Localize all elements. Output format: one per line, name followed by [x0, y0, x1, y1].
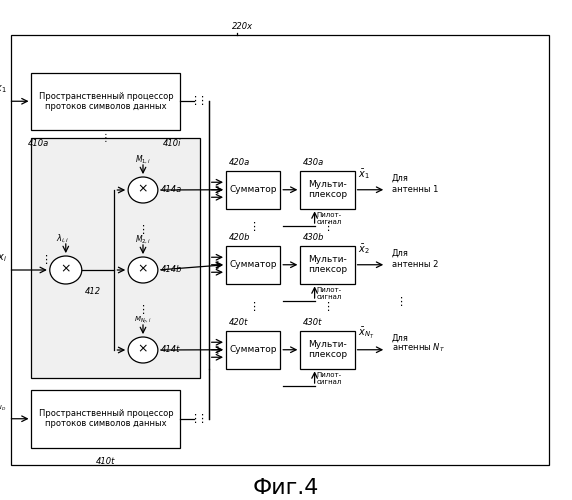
Text: 420a: 420a — [229, 158, 250, 167]
Text: Мульти-
плексор: Мульти- плексор — [308, 180, 347, 200]
Bar — [300, 246, 355, 284]
Text: 220x: 220x — [232, 22, 253, 31]
Text: ×: × — [138, 182, 148, 196]
Text: ⋮: ⋮ — [212, 345, 223, 355]
Text: ⋮: ⋮ — [189, 96, 200, 106]
Text: Мульти-
плексор: Мульти- плексор — [308, 340, 347, 359]
Bar — [11, 35, 549, 465]
Text: ⋮: ⋮ — [137, 305, 149, 315]
Bar — [31, 138, 200, 378]
Text: $M_{N_T,i}$: $M_{N_T,i}$ — [134, 315, 152, 326]
Text: ⋮: ⋮ — [322, 222, 333, 232]
Text: 420t: 420t — [229, 318, 248, 327]
Text: Мульти-
плексор: Мульти- плексор — [308, 255, 347, 274]
Text: $x_{N_D}$: $x_{N_D}$ — [0, 401, 7, 412]
Text: ⋮: ⋮ — [101, 132, 111, 142]
Text: ×: × — [138, 262, 148, 276]
Text: 430b: 430b — [303, 233, 325, 242]
Bar — [226, 171, 280, 208]
Text: Фиг.4: Фиг.4 — [253, 478, 319, 498]
Circle shape — [128, 177, 158, 203]
Circle shape — [128, 257, 158, 283]
Text: ⋮: ⋮ — [248, 302, 259, 312]
Text: ×: × — [138, 342, 148, 355]
Text: ⋮: ⋮ — [395, 297, 406, 307]
Text: Пилот-
сигнал: Пилот- сигнал — [316, 287, 341, 300]
Text: 412: 412 — [85, 286, 101, 296]
Text: Пространственный процессор
протоков символов данных: Пространственный процессор протоков симв… — [38, 409, 173, 428]
Text: ⋮: ⋮ — [196, 414, 208, 424]
Text: ⋮: ⋮ — [212, 185, 223, 195]
Text: 430t: 430t — [303, 318, 323, 327]
Text: Для: Для — [392, 248, 409, 257]
Bar — [300, 331, 355, 368]
Text: Сумматор: Сумматор — [229, 345, 277, 354]
Text: ⋮: ⋮ — [137, 225, 149, 235]
Text: ⋮: ⋮ — [189, 414, 200, 424]
Text: Для: Для — [392, 333, 409, 342]
Text: антенны $N_T$: антенны $N_T$ — [392, 341, 445, 354]
Text: ⋮: ⋮ — [248, 222, 259, 232]
Text: 414t: 414t — [161, 344, 180, 354]
Text: Пилот-
сигнал: Пилот- сигнал — [316, 372, 341, 385]
Text: Пилот-
сигнал: Пилот- сигнал — [316, 212, 341, 225]
Text: 420b: 420b — [229, 233, 251, 242]
Text: антенны 1: антенны 1 — [392, 185, 438, 194]
Text: $\lambda_{i,i}$: $\lambda_{i,i}$ — [56, 232, 70, 245]
Text: 410a: 410a — [27, 139, 49, 148]
Bar — [300, 171, 355, 208]
Text: ⋮: ⋮ — [322, 302, 333, 312]
Text: 430a: 430a — [303, 158, 324, 167]
Circle shape — [50, 256, 82, 284]
Text: антенны 2: антенны 2 — [392, 260, 438, 269]
Circle shape — [128, 337, 158, 363]
Bar — [31, 72, 180, 130]
Text: ⋮: ⋮ — [196, 96, 208, 106]
Text: Сумматор: Сумматор — [229, 186, 277, 194]
Text: 414a: 414a — [161, 184, 182, 194]
Text: ⋮: ⋮ — [212, 260, 223, 270]
Text: $\bar{x}_2$: $\bar{x}_2$ — [358, 242, 369, 256]
Text: ×: × — [61, 262, 71, 276]
Text: $M_{2,i}$: $M_{2,i}$ — [135, 234, 151, 246]
Text: Сумматор: Сумматор — [229, 260, 277, 269]
Text: ⋮: ⋮ — [40, 255, 51, 265]
Text: $x_1$: $x_1$ — [0, 84, 7, 95]
Bar — [226, 246, 280, 284]
Text: 410t: 410t — [96, 456, 116, 466]
Text: $M_{1,i}$: $M_{1,i}$ — [135, 154, 151, 166]
Text: Для: Для — [392, 174, 409, 182]
Text: $x_i$: $x_i$ — [0, 252, 7, 264]
Bar — [31, 390, 180, 448]
Text: 414b: 414b — [161, 264, 182, 274]
Text: Пространственный процессор
протоков символов данных: Пространственный процессор протоков симв… — [38, 92, 173, 111]
Text: 410i: 410i — [162, 139, 181, 148]
Bar — [226, 331, 280, 368]
Text: $\bar{x}_{N_T}$: $\bar{x}_{N_T}$ — [358, 326, 374, 341]
Text: $\bar{x}_1$: $\bar{x}_1$ — [358, 167, 370, 180]
